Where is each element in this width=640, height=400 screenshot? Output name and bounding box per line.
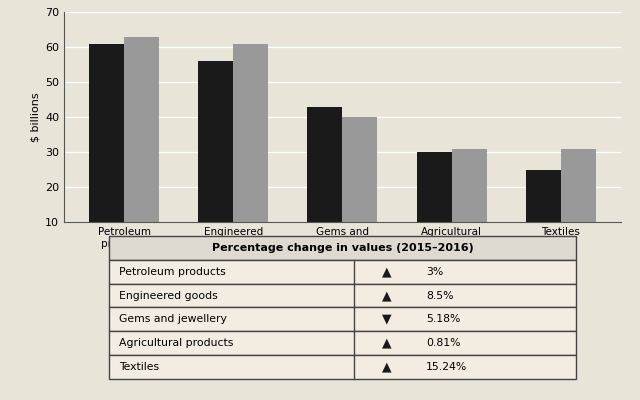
Text: Gems and jewellery: Gems and jewellery (118, 314, 227, 324)
Text: Percentage change in values (2015–2016): Percentage change in values (2015–2016) (212, 243, 473, 253)
Bar (342, 117, 378, 257)
Bar (417, 152, 452, 257)
Bar (452, 148, 486, 257)
FancyBboxPatch shape (109, 284, 576, 308)
FancyBboxPatch shape (109, 308, 576, 331)
Bar (526, 170, 561, 257)
FancyBboxPatch shape (109, 260, 576, 284)
X-axis label: Product Category: Product Category (281, 253, 404, 266)
Bar (233, 44, 268, 257)
Bar (124, 36, 159, 257)
Text: Textiles: Textiles (118, 362, 159, 372)
Text: 3%: 3% (426, 267, 443, 277)
Text: 5.18%: 5.18% (426, 314, 460, 324)
Text: ▲: ▲ (382, 265, 392, 278)
Y-axis label: $ billions: $ billions (31, 92, 41, 142)
Text: ▼: ▼ (382, 313, 392, 326)
Text: Agricultural products: Agricultural products (118, 338, 233, 348)
Text: Engineered goods: Engineered goods (118, 291, 218, 301)
Text: 15.24%: 15.24% (426, 362, 467, 372)
Text: Petroleum products: Petroleum products (118, 267, 225, 277)
FancyBboxPatch shape (109, 355, 576, 379)
Bar (198, 61, 233, 257)
Text: ▲: ▲ (382, 289, 392, 302)
Text: ▲: ▲ (382, 337, 392, 350)
FancyBboxPatch shape (109, 236, 576, 260)
Text: ▲: ▲ (382, 360, 392, 374)
Bar (89, 44, 124, 257)
Bar (307, 106, 342, 257)
Bar (561, 148, 596, 257)
FancyBboxPatch shape (109, 331, 576, 355)
Text: 8.5%: 8.5% (426, 291, 453, 301)
Text: 0.81%: 0.81% (426, 338, 460, 348)
